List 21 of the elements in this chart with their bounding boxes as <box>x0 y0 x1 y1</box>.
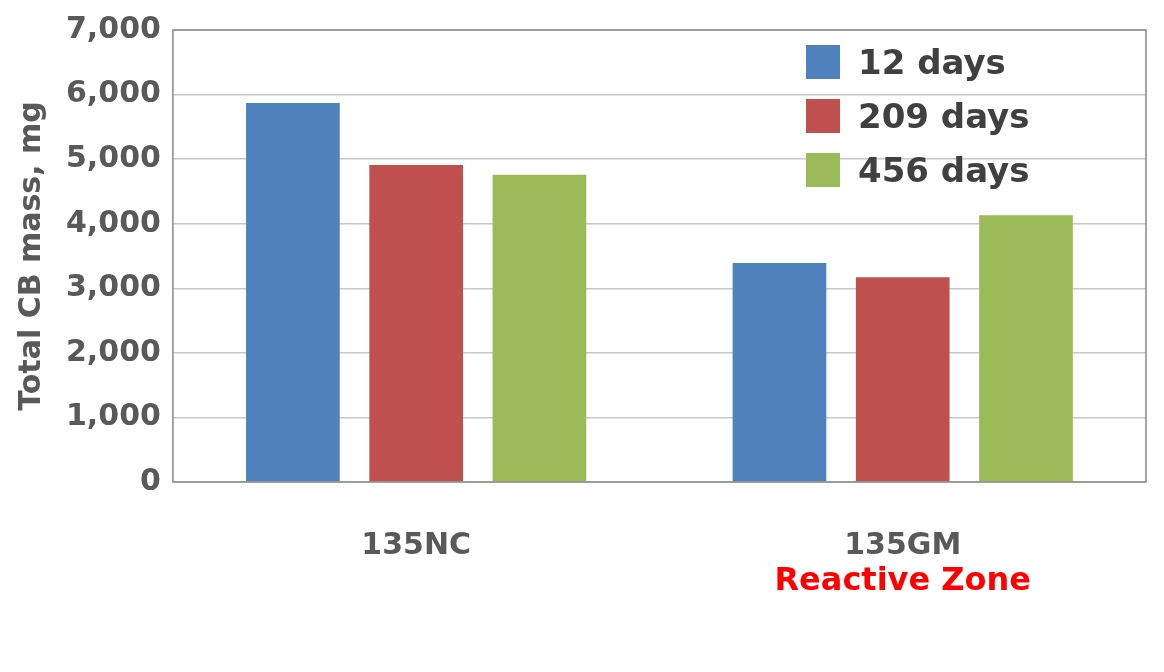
x-tick-label: 135GM <box>844 525 962 561</box>
y-axis-title: Total CB mass, mg <box>11 101 47 411</box>
bar <box>979 215 1073 482</box>
x-tick-label: 135NC <box>361 525 472 561</box>
y-tick-label: 6,000 <box>65 74 161 110</box>
bar <box>246 102 340 482</box>
y-tick-label: 4,000 <box>65 203 161 239</box>
y-tick-label: 3,000 <box>65 268 161 304</box>
legend-label: 209 days <box>858 96 1030 136</box>
bar <box>492 174 587 482</box>
legend-label: 456 days <box>858 150 1030 190</box>
y-tick-label: 5,000 <box>65 138 161 174</box>
bar <box>732 263 827 482</box>
y-tick-label: 1,000 <box>65 397 161 433</box>
bar <box>855 277 950 482</box>
y-tick-label: 2,000 <box>65 332 161 368</box>
legend-label: 12 days <box>858 42 1006 82</box>
y-tick-label: 7,000 <box>65 9 161 45</box>
y-tick-label: 0 <box>140 461 161 497</box>
bar <box>369 164 464 482</box>
text: Reactive Zone <box>774 560 1031 598</box>
